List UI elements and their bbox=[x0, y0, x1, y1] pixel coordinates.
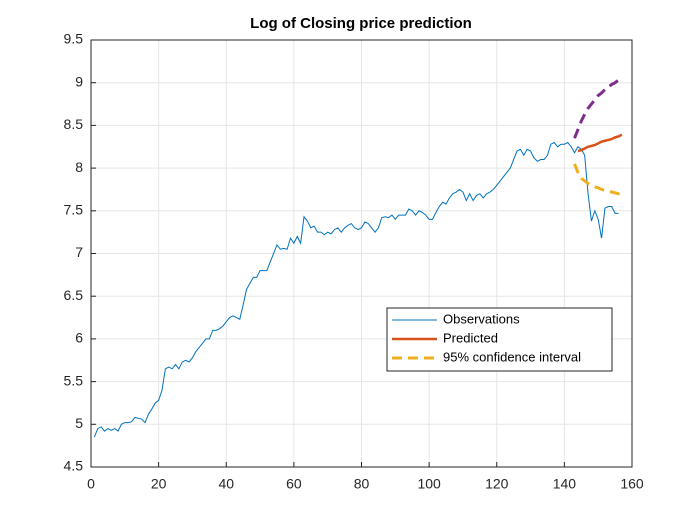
y-tick-label: 7 bbox=[75, 244, 83, 260]
series-line bbox=[577, 133, 623, 153]
x-tick-label: 120 bbox=[485, 476, 509, 492]
x-tick-label: 0 bbox=[87, 476, 95, 492]
y-tick-label: 5 bbox=[75, 415, 83, 431]
x-tick-label: 20 bbox=[151, 476, 167, 492]
legend-label: Observations bbox=[443, 311, 520, 326]
x-tick-label: 160 bbox=[620, 476, 644, 492]
series-line bbox=[573, 163, 622, 196]
legend-label: Predicted bbox=[443, 330, 498, 345]
y-tick-label: 4.5 bbox=[64, 458, 84, 474]
y-tick-label: 6.5 bbox=[64, 287, 84, 303]
axes-box bbox=[90, 39, 633, 468]
x-tick-label: 40 bbox=[218, 476, 234, 492]
y-tick-label: 8.5 bbox=[64, 116, 84, 132]
y-tick-label: 8 bbox=[75, 159, 83, 175]
legend: Observations Predicted 95% confidence inte… bbox=[386, 307, 613, 372]
x-tick-label: 100 bbox=[417, 476, 441, 492]
y-tick-label: 9.5 bbox=[64, 31, 84, 47]
legend-label: 95% confidence interval bbox=[443, 349, 581, 364]
x-tick-label: 60 bbox=[286, 476, 302, 492]
series-line bbox=[573, 75, 623, 139]
chart-title: Log of Closing price prediction bbox=[250, 15, 472, 32]
series-line bbox=[93, 141, 619, 438]
x-tick-label: 140 bbox=[553, 476, 577, 492]
x-tick-label: 80 bbox=[354, 476, 370, 492]
y-tick-label: 7.5 bbox=[64, 202, 84, 218]
y-tick-label: 6 bbox=[75, 330, 83, 346]
y-tick-label: 5.5 bbox=[64, 372, 84, 388]
y-tick-label: 9 bbox=[75, 73, 83, 89]
